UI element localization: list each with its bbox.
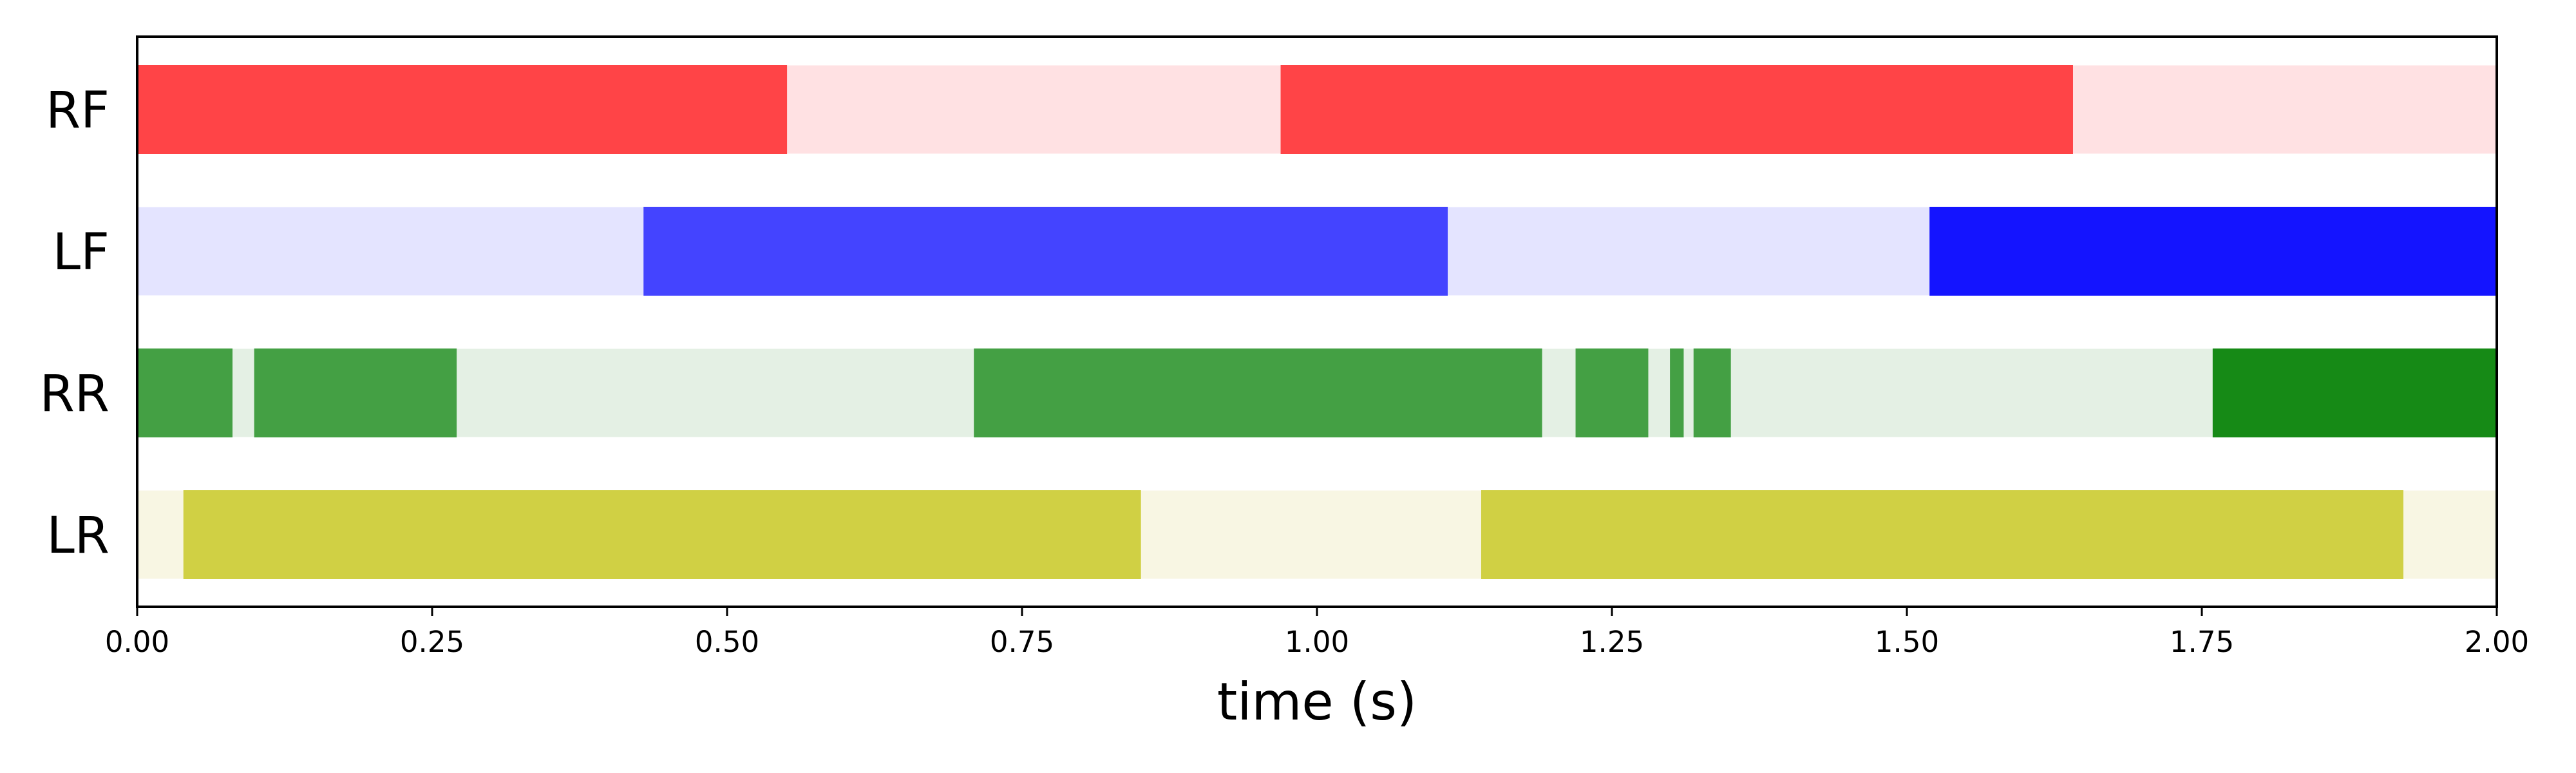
- row-rf: [136, 65, 2497, 154]
- x-axis-label: time (s): [1217, 672, 1417, 732]
- x-tick-label: 1.50: [1875, 625, 1939, 659]
- segment-rr-1: [136, 348, 233, 437]
- x-tick-label: 1.25: [1580, 625, 1644, 659]
- segment-rf-2: [1280, 65, 2073, 154]
- segment-rr-4: [1575, 348, 1649, 437]
- rows-layer: [136, 65, 2498, 579]
- segment-lr-2: [1481, 490, 2403, 579]
- y-label-rr: RR: [40, 365, 109, 423]
- segment-rr-2: [254, 348, 457, 437]
- segment-rr-6: [1693, 348, 1731, 437]
- x-tick-label: 0.25: [400, 625, 464, 659]
- x-tick-label: 0.00: [105, 625, 169, 659]
- segment-rr-3: [974, 348, 1542, 437]
- y-label-rf: RF: [46, 82, 109, 140]
- y-labels: RF LF RR LR: [40, 82, 109, 565]
- segment-lf-2: [1929, 207, 2498, 296]
- row-lr: [137, 490, 2497, 579]
- x-tick-label: 0.50: [695, 625, 759, 659]
- y-label-lr: LR: [46, 507, 109, 565]
- segment-rf-1: [136, 65, 788, 154]
- row-rr: [136, 348, 2498, 437]
- segment-lr-1: [183, 490, 1141, 579]
- row-lf: [137, 207, 2498, 296]
- x-tick-label: 0.75: [990, 625, 1054, 659]
- x-ticks: 0.00 0.25 0.50 0.75 1.00 1.25 1.50 1.75 2.00: [105, 607, 2529, 659]
- x-tick-label: 2.00: [2465, 625, 2529, 659]
- y-label-lf: LF: [53, 224, 109, 282]
- segment-rr-5: [1670, 348, 1684, 437]
- x-tick-label: 1.75: [2170, 625, 2234, 659]
- x-tick-label: 1.00: [1285, 625, 1349, 659]
- segment-rr-7: [2212, 348, 2498, 437]
- segment-lf-1: [643, 207, 1448, 296]
